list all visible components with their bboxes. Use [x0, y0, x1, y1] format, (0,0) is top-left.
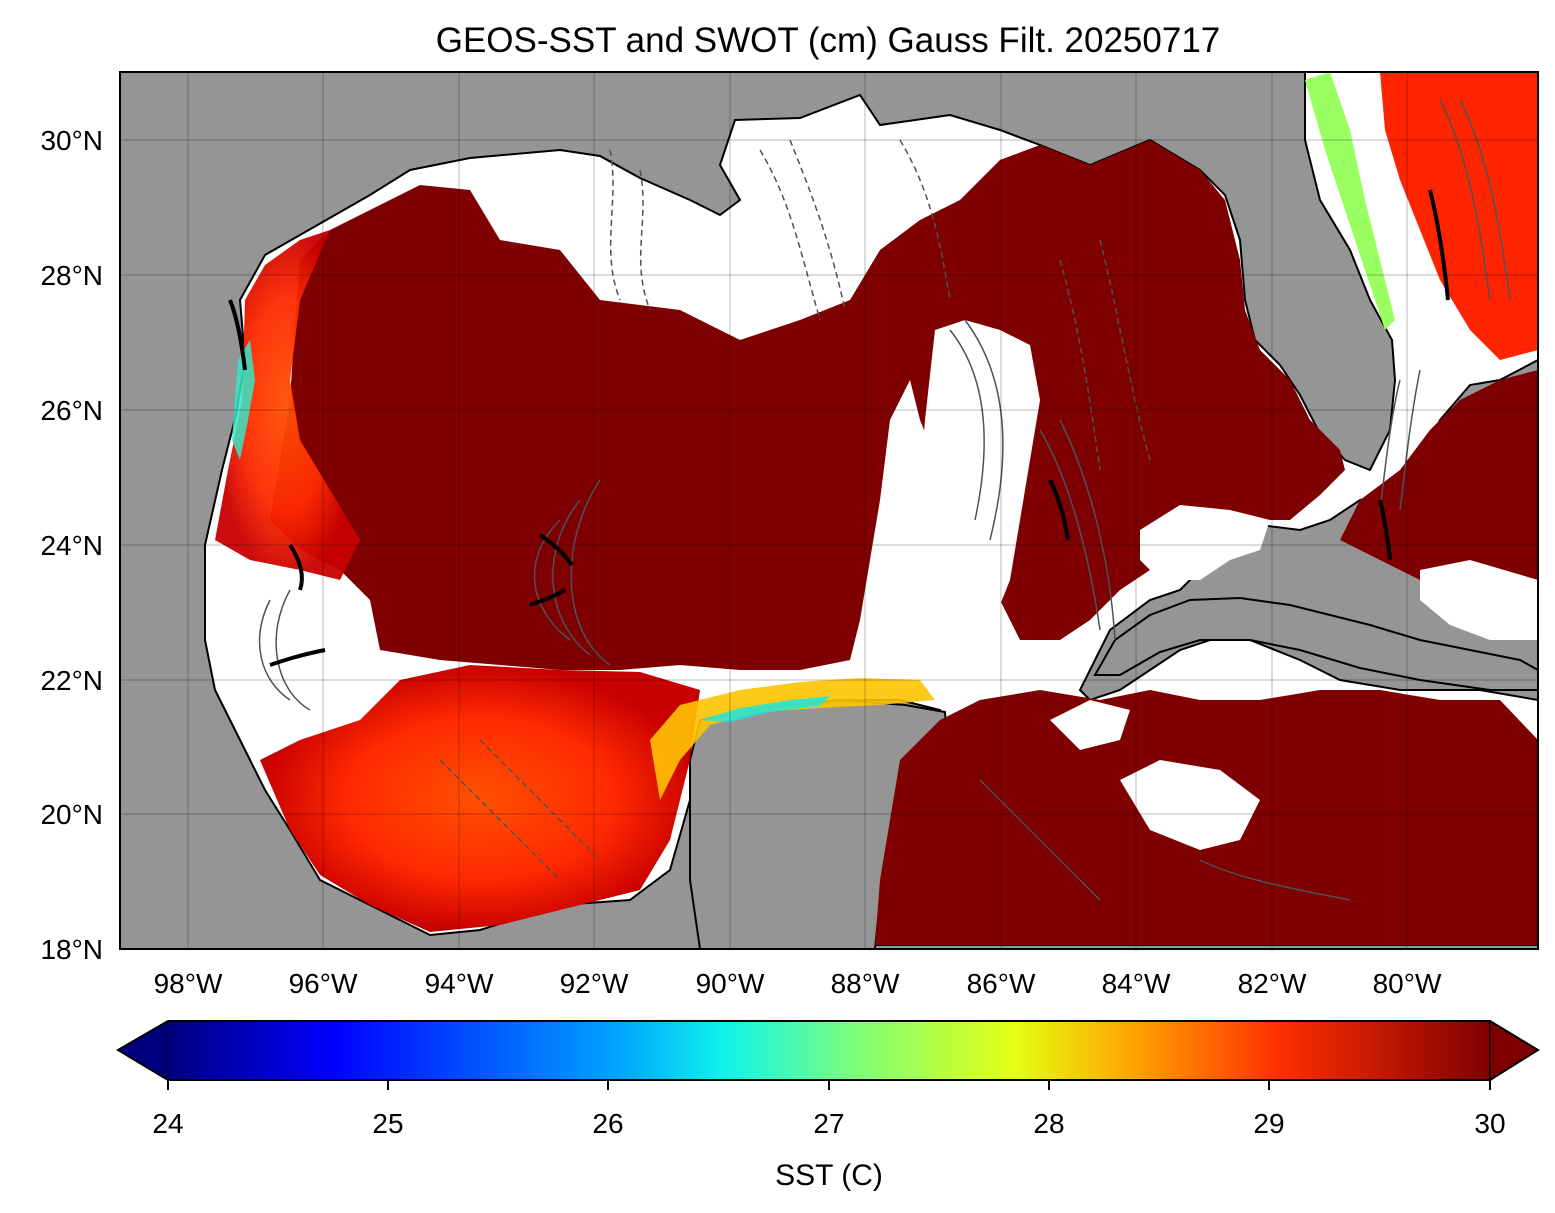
sst-field-caribbean-east — [1340, 370, 1538, 590]
sst-florida-coast-cool — [1305, 72, 1395, 330]
lon-tick-label: 90°W — [696, 968, 765, 999]
colorbar-gradient — [168, 1021, 1490, 1080]
colorbar-ticks — [167, 1080, 1491, 1090]
lon-tick-label: 88°W — [831, 968, 900, 999]
colorbar-tick-label: 28 — [1033, 1108, 1064, 1139]
lat-axis: 18°N 20°N 22°N 24°N 26°N 28°N 30°N — [40, 125, 103, 965]
colorbar-extend-high — [1489, 1019, 1540, 1082]
cuba-land — [1093, 596, 1538, 691]
colorbar-tick-label: 30 — [1474, 1108, 1505, 1139]
colorbar-tick-label: 29 — [1253, 1108, 1284, 1139]
lat-tick-label: 18°N — [40, 934, 103, 965]
sst-field-main — [270, 140, 1345, 670]
lat-tick-label: 20°N — [40, 799, 103, 830]
lon-axis: 98°W 96°W 94°W 92°W 90°W 88°W 86°W 84°W … — [154, 968, 1442, 999]
lat-tick-label: 30°N — [40, 125, 103, 156]
no-data-patch-3 — [1420, 560, 1538, 640]
ssh-contours-bold — [228, 189, 1450, 667]
colorbar-extend-low — [116, 1019, 169, 1082]
sst-cool-strip — [700, 696, 830, 722]
lon-tick-label: 98°W — [154, 968, 223, 999]
figure-title: GEOS-SST and SWOT (cm) Gauss Filt. 20250… — [436, 21, 1221, 60]
no-data-patch-2 — [1140, 505, 1270, 580]
lat-tick-label: 28°N — [40, 260, 103, 291]
sst-western-shelf — [215, 230, 360, 580]
colorbar: 24 25 26 27 28 29 30 SST (C) — [116, 1019, 1540, 1192]
lon-tick-label: 82°W — [1238, 968, 1307, 999]
map-frame — [119, 71, 1539, 950]
colorbar-tick-label: 27 — [813, 1108, 844, 1139]
sst-yucatan-upwelling — [650, 678, 935, 800]
sst-bay-of-campeche — [260, 665, 700, 932]
sst-coastal-cool — [232, 340, 255, 460]
sst-florida-strait — [1380, 72, 1538, 360]
ssh-contours — [258, 99, 1511, 901]
no-data-patch-5 — [1050, 700, 1130, 750]
lat-tick-label: 22°N — [40, 665, 103, 696]
lon-tick-label: 96°W — [289, 968, 358, 999]
lon-tick-label: 80°W — [1373, 968, 1442, 999]
lat-tick-label: 26°N — [40, 395, 103, 426]
lon-tick-label: 84°W — [1102, 968, 1171, 999]
lat-tick-label: 24°N — [40, 530, 103, 561]
colorbar-tick-label: 26 — [592, 1108, 623, 1139]
lon-tick-label: 92°W — [560, 968, 629, 999]
colorbar-tick-label: 25 — [372, 1108, 403, 1139]
map-panel: 18°N 20°N 22°N 24°N 26°N 28°N 30°N 98°W … — [40, 71, 1539, 999]
no-data-patch-4 — [1120, 760, 1260, 850]
lon-tick-label: 94°W — [425, 968, 494, 999]
colorbar-label: SST (C) — [775, 1159, 883, 1192]
colorbar-tick-label: 24 — [152, 1108, 183, 1139]
lon-tick-label: 86°W — [967, 968, 1036, 999]
map-gridlines — [120, 72, 1538, 949]
